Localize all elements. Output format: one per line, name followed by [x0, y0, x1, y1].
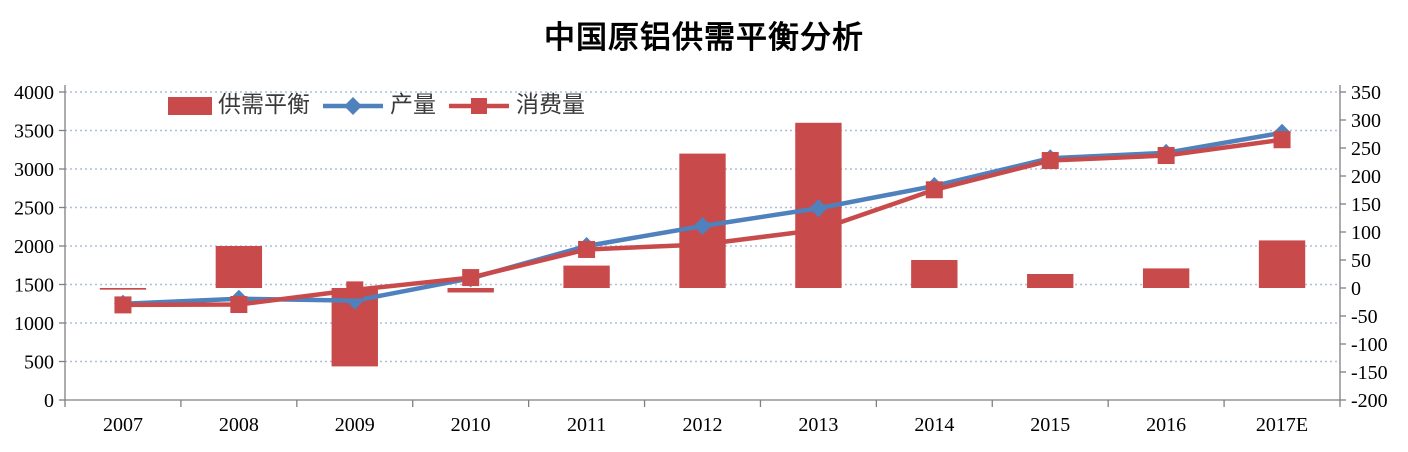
bar-2011 — [563, 265, 610, 288]
x-axis-category-label: 2011 — [567, 414, 606, 436]
consumption-marker-2015 — [1041, 152, 1059, 170]
bar-2008 — [215, 246, 263, 288]
x-axis-category-label: 2014 — [914, 414, 954, 436]
right-axis-tick-label: -200 — [1351, 390, 1388, 412]
consumption-marker-2007 — [114, 296, 132, 314]
right-axis-tick-label: 250 — [1351, 138, 1381, 160]
left-axis-tick-label: 2500 — [14, 198, 54, 220]
consumption-marker-2012 — [694, 235, 711, 253]
right-axis-tick-label: -150 — [1351, 362, 1388, 384]
bar-2017E — [1258, 240, 1306, 288]
consumption-marker-2009 — [346, 281, 364, 299]
right-axis-tick-label: 300 — [1351, 110, 1381, 132]
left-axis-tick-label: 3000 — [14, 159, 54, 181]
legend-item-production: 产量 — [322, 94, 436, 117]
legend-label-consumption: 消费量 — [516, 92, 585, 118]
consumption-marker-2014 — [925, 181, 943, 199]
x-axis-category-label: 2007 — [103, 414, 143, 436]
x-axis-category-label: 2009 — [335, 414, 375, 436]
bar-2010 — [447, 288, 494, 293]
x-axis-category-label: 2012 — [683, 414, 723, 436]
right-axis-tick-label: -100 — [1351, 334, 1388, 356]
consumption-marker-2016 — [1157, 147, 1175, 165]
bar-swatch-icon — [168, 96, 212, 115]
consumption-marker-2010 — [462, 269, 480, 287]
bar-2014 — [911, 260, 958, 288]
left-axis-tick-label: 3500 — [14, 121, 54, 143]
production-marker-2012 — [693, 216, 712, 235]
left-axis-tick-label: 2000 — [14, 236, 54, 258]
right-axis-tick-label: 50 — [1351, 250, 1371, 272]
x-axis-category-label: 2013 — [798, 414, 838, 436]
consumption-marker-2013 — [809, 221, 827, 239]
right-axis-tick-label: -50 — [1351, 306, 1378, 328]
chart-title: 中国原铝供需平衡分析 — [544, 20, 864, 56]
left-axis-tick-label: 500 — [24, 352, 54, 374]
legend-label-production: 产量 — [390, 92, 436, 118]
bar-2016 — [1142, 268, 1190, 288]
bar-2015 — [1027, 274, 1074, 288]
right-axis-tick-label: 0 — [1351, 278, 1361, 300]
legend-item-consumption: 消费量 — [448, 94, 585, 117]
right-axis-tick-label: 100 — [1351, 222, 1381, 244]
right-axis-tick-label: 350 — [1351, 82, 1381, 104]
right-axis-tick-label: 150 — [1351, 194, 1381, 216]
x-axis-category-label: 2016 — [1146, 414, 1186, 436]
consumption-marker-2008 — [230, 296, 248, 314]
consumption-marker-2011 — [578, 240, 596, 258]
x-axis-category-label: 2010 — [451, 414, 491, 436]
line-diamond-swatch-icon — [323, 96, 383, 115]
legend-item-balance: 供需平衡 — [168, 94, 310, 117]
right-axis-tick-label: 200 — [1351, 166, 1381, 188]
left-axis-tick-label: 1000 — [14, 313, 54, 335]
bar-2007 — [99, 288, 147, 290]
x-axis-category-label: 2015 — [1030, 414, 1070, 436]
left-axis-tick-label: 0 — [44, 390, 54, 412]
consumption-marker-2017E — [1273, 131, 1291, 149]
left-axis-tick-label: 4000 — [14, 82, 54, 104]
x-axis-category-label: 2008 — [219, 414, 259, 436]
legend: 供需平衡 产量 消费量 — [168, 94, 585, 117]
x-axis-category-label: 2017E — [1256, 414, 1308, 436]
legend-label-balance: 供需平衡 — [218, 92, 310, 118]
line-square-swatch-icon — [449, 97, 509, 114]
production-marker-2013 — [809, 199, 828, 218]
left-axis-tick-label: 1500 — [14, 275, 54, 297]
